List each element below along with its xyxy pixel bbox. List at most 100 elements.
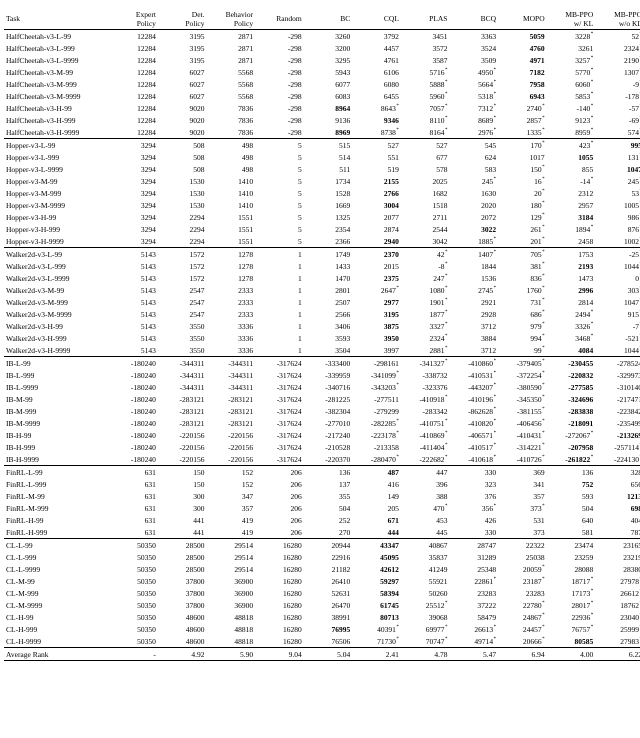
col-det-policy: Det.Policy — [158, 8, 207, 30]
cell: 28500 — [158, 551, 207, 563]
cell: 5143 — [109, 308, 158, 320]
cell: -298 — [255, 78, 304, 90]
cell: 1080* — [401, 284, 450, 296]
cell: 511 — [304, 163, 353, 175]
cell: 2366 — [304, 235, 353, 248]
cell: -220156 — [207, 453, 256, 466]
cell: -257114* — [595, 441, 640, 453]
table-row: CL-M-99503503780036900162802641059297559… — [4, 575, 640, 587]
cell: -180240 — [109, 393, 158, 405]
cell: -261822* — [547, 453, 596, 466]
cell: 3792 — [352, 30, 401, 43]
cell: 705* — [498, 248, 547, 261]
cell: 150 — [158, 466, 207, 479]
cell: 2507 — [304, 296, 353, 308]
cell: 6083 — [304, 90, 353, 102]
cell: 26613* — [449, 623, 498, 635]
cell: 423* — [547, 139, 596, 152]
cell: -272067* — [547, 429, 596, 441]
cell: Walker2d-v3-H-99 — [4, 320, 109, 332]
cell: 16280 — [255, 575, 304, 587]
table-row: FinRL-H-99963144141920627044444533037358… — [4, 526, 640, 539]
cell: 2871 — [207, 30, 256, 43]
cell: 876* — [595, 223, 640, 235]
cell: 150 — [158, 478, 207, 490]
cell: 3326* — [547, 320, 596, 332]
cell: -298 — [255, 30, 304, 43]
cell: -180240 — [109, 453, 158, 466]
table-row: Hopper-v3-L-9993294508498551455167762410… — [4, 151, 640, 163]
cell: 5143 — [109, 260, 158, 272]
cell: 416 — [352, 478, 401, 490]
cell: 1530 — [158, 187, 207, 199]
cell: 136 — [304, 466, 353, 479]
cell: -220156 — [158, 441, 207, 453]
cell: 28500 — [158, 539, 207, 552]
cell: 152 — [207, 466, 256, 479]
cell: 752 — [547, 478, 596, 490]
cell: 624 — [449, 151, 498, 163]
cell: -8* — [401, 260, 450, 272]
cell: 12284 — [109, 126, 158, 139]
cell: 1325 — [304, 211, 353, 223]
cell: 20* — [498, 187, 547, 199]
cell: 2.41 — [352, 648, 401, 661]
cell: 855 — [547, 163, 596, 175]
table-row: FinRL-M-999631300357206504205470*356*373… — [4, 502, 640, 514]
cell: 59297 — [352, 575, 401, 587]
col-mb-ppo-w-o-kl: MB-PPOw/o KL — [595, 8, 640, 30]
cell: -25* — [595, 248, 640, 261]
table-row: FinRL-H-99631441419206252671453426531640… — [4, 514, 640, 526]
cell: 1749 — [304, 248, 353, 261]
cell: 487 — [352, 466, 401, 479]
cell: 347 — [207, 490, 256, 502]
cell: 1 — [255, 332, 304, 344]
cell: 1760* — [498, 284, 547, 296]
table-row: HalfCheetah-v3-M-9991228460275568-298607… — [4, 78, 640, 90]
cell: Walker2d-v3-H-999 — [4, 332, 109, 344]
cell: 1335* — [498, 126, 547, 139]
cell: 12284 — [109, 42, 158, 54]
cell: 698 — [595, 502, 640, 514]
cell: 3295 — [304, 54, 353, 66]
cell: IB-H-99 — [4, 429, 109, 441]
cell: -317624 — [255, 429, 304, 441]
cell: 2871 — [207, 42, 256, 54]
cell: 26470 — [304, 599, 353, 611]
table-row: CL-H-9999503504860048818162807650671730*… — [4, 635, 640, 648]
cell: 2333 — [207, 284, 256, 296]
cell: -180240 — [109, 405, 158, 417]
cell: 16* — [498, 175, 547, 187]
cell: 23165 — [595, 539, 640, 552]
cell: -443207* — [449, 381, 498, 393]
cell: -140* — [547, 102, 596, 114]
cell: -180240 — [109, 369, 158, 381]
cell: 515 — [304, 139, 353, 152]
cell: -410531* — [449, 369, 498, 381]
cell: 7836 — [207, 126, 256, 139]
cell: 201* — [498, 235, 547, 248]
cell: 4950* — [449, 66, 498, 78]
cell: 12284 — [109, 90, 158, 102]
cell: 45095 — [352, 551, 401, 563]
cell: -210528 — [304, 441, 353, 453]
cell: 4.78 — [401, 648, 450, 661]
table-row: IB-H-9999-180240-220156-220156-317624-22… — [4, 453, 640, 466]
cell: 1410 — [207, 187, 256, 199]
cell: 677 — [401, 151, 450, 163]
cell: 71730* — [352, 635, 401, 648]
cell: 9020 — [158, 114, 207, 126]
cell: 1 — [255, 308, 304, 320]
cell: 1278 — [207, 248, 256, 261]
cell: -862628* — [449, 405, 498, 417]
cell: Hopper-v3-L-99 — [4, 139, 109, 152]
cell: 2333 — [207, 296, 256, 308]
cell: 300 — [158, 502, 207, 514]
cell: 1572 — [158, 248, 207, 261]
cell: -317624 — [255, 393, 304, 405]
cell: 5 — [255, 163, 304, 175]
cell: HalfCheetah-v3-L-999 — [4, 42, 109, 54]
cell: 5143 — [109, 248, 158, 261]
cell: 356* — [449, 502, 498, 514]
cell: HalfCheetah-v3-M-9999 — [4, 90, 109, 102]
